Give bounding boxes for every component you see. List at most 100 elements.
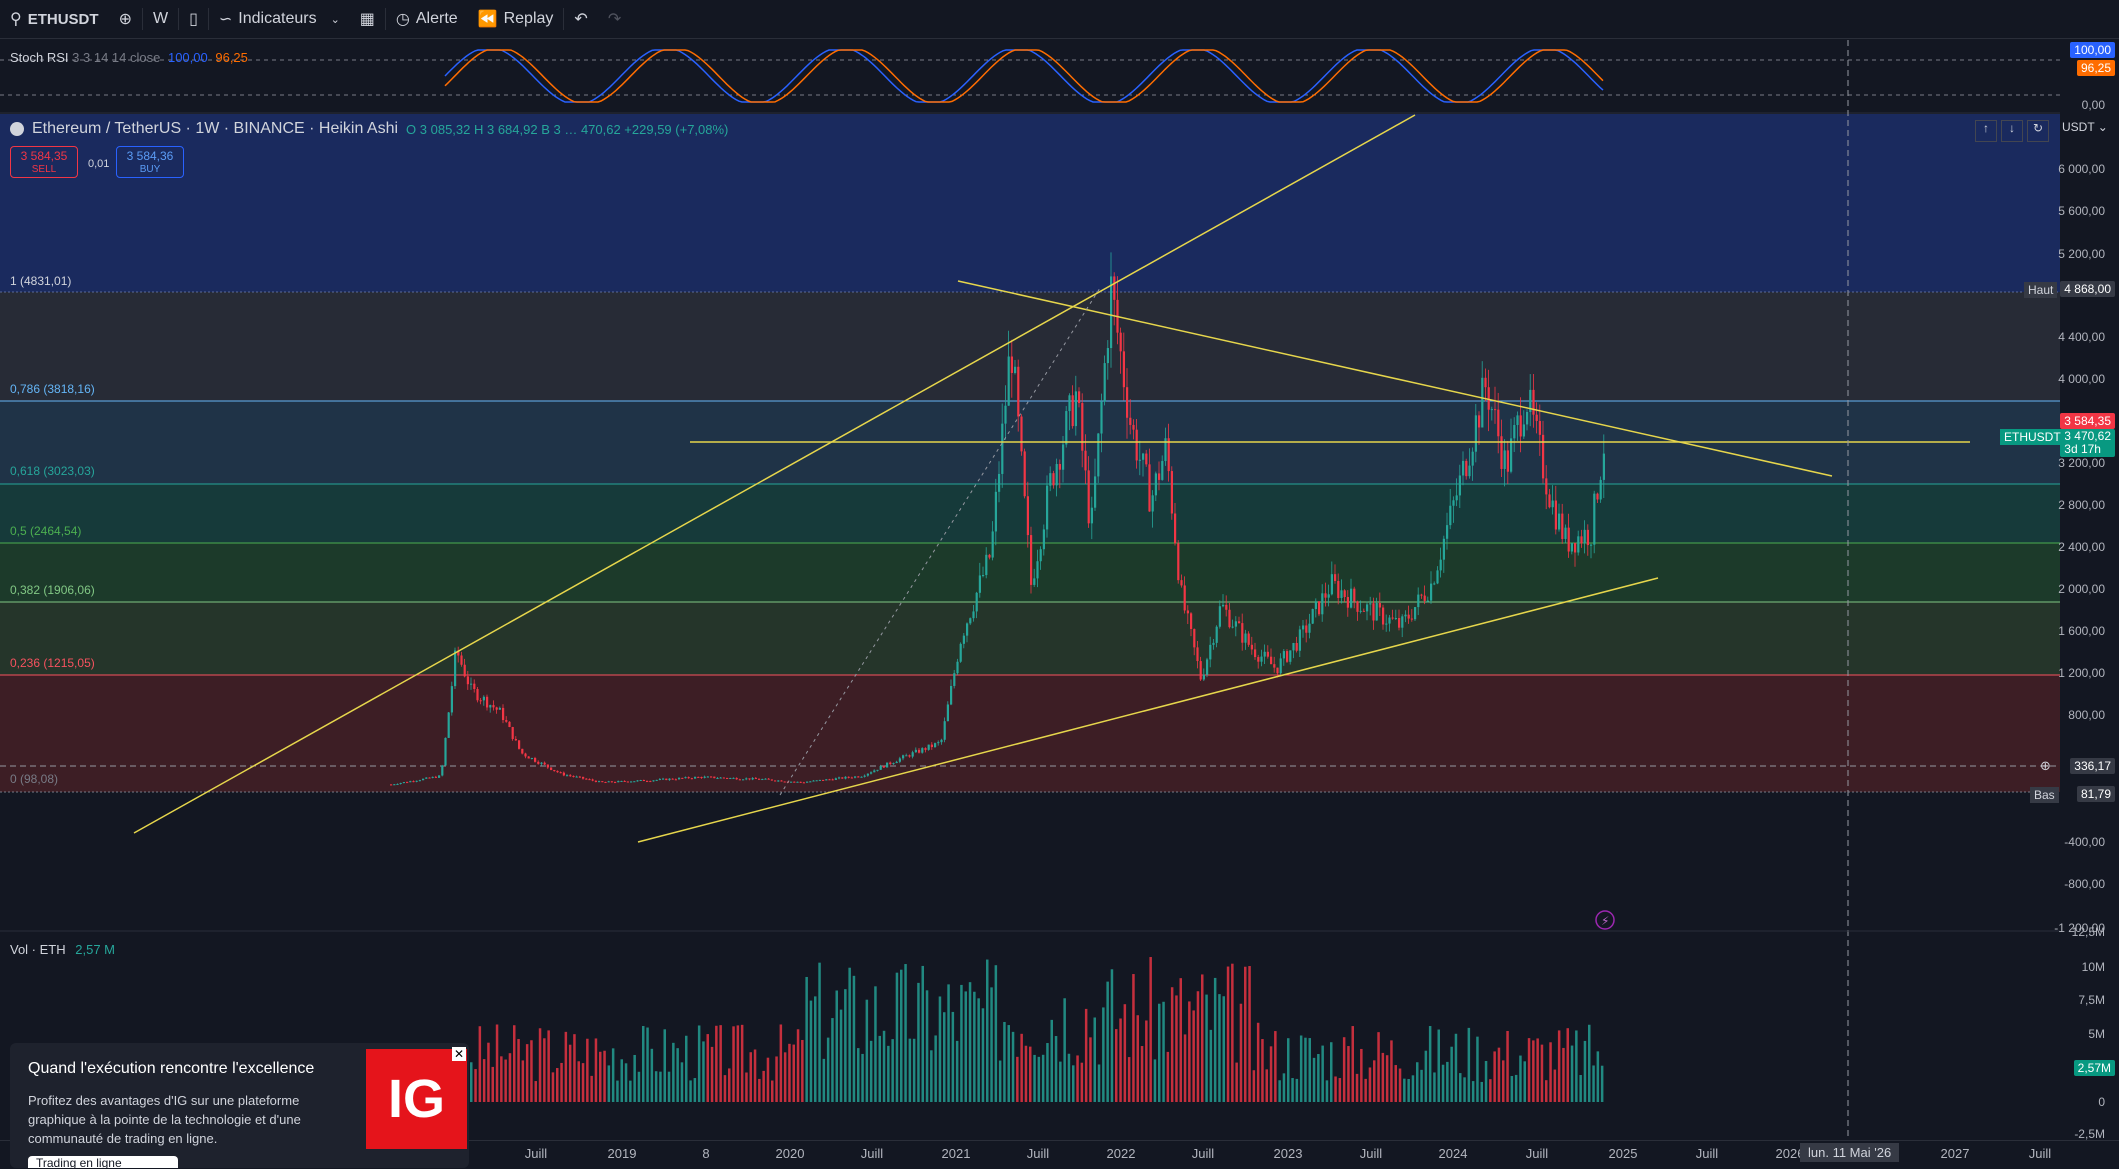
- price-label: 2 400,00: [2058, 540, 2105, 554]
- stoch-rsi-legend[interactable]: Stoch RSI 3 3 14 14 close 100,00 96,25: [10, 50, 248, 65]
- candle-body: [425, 777, 428, 779]
- candle-body: [1282, 651, 1285, 659]
- volume-bar: [667, 1071, 671, 1102]
- volume-bar: [1037, 1056, 1041, 1102]
- fib-label-0786: 0,786 (3818,16): [10, 382, 95, 396]
- candle-body: [1330, 574, 1333, 595]
- add-alert-icon[interactable]: ⊕: [2040, 758, 2051, 773]
- volume-bar: [478, 1026, 482, 1102]
- volume-bar: [1102, 1007, 1105, 1102]
- volume-bar: [1600, 1065, 1604, 1102]
- time-label: Juill: [1525, 1146, 1549, 1161]
- candle-body: [1244, 633, 1247, 643]
- volume-bar: [1016, 1056, 1019, 1102]
- candle-body: [1167, 438, 1170, 472]
- candle-body: [662, 778, 665, 780]
- volume-bar: [977, 998, 980, 1102]
- volume-bar: [1170, 987, 1174, 1102]
- candle-body: [1449, 505, 1452, 526]
- volume-bar: [1287, 1038, 1290, 1102]
- main-legend[interactable]: Ethereum / TetherUS · 1W · BINANCE · Hei…: [10, 120, 728, 138]
- candle-body: [684, 777, 687, 779]
- candle-body: [918, 749, 921, 753]
- candle-body: [444, 737, 447, 766]
- volume-bar: [1317, 1054, 1320, 1102]
- symbol-search[interactable]: ⚲ ETHUSDT: [0, 0, 109, 38]
- candle-body: [1529, 389, 1532, 412]
- volume-bar: [1342, 1037, 1346, 1102]
- volume-bar: [1532, 1040, 1535, 1102]
- candle-body: [969, 618, 972, 624]
- candle-body: [1228, 609, 1231, 628]
- candle-body: [1503, 450, 1506, 469]
- candle-body: [1590, 544, 1593, 546]
- price-scale[interactable]: 100,00 96,25 0,00: [2060, 40, 2119, 1140]
- templates-button[interactable]: ▦: [350, 0, 385, 38]
- undo-button[interactable]: ↶: [564, 0, 597, 38]
- volume-bar: [771, 1080, 774, 1102]
- sell-button[interactable]: 3 584,35 SELL: [10, 146, 78, 178]
- volume-bar: [1269, 1046, 1273, 1102]
- divider: [178, 8, 180, 30]
- volume-tag: 2,57M: [2073, 1060, 2115, 1076]
- price-label: 2 800,00: [2058, 498, 2105, 512]
- candle-body: [812, 780, 815, 782]
- arrow-up-button[interactable]: ↑: [1975, 120, 1997, 142]
- redo-button[interactable]: ↷: [598, 0, 631, 38]
- interval-button[interactable]: W: [143, 0, 178, 38]
- volume-bar: [1059, 1061, 1062, 1102]
- sell-label: SELL: [31, 164, 57, 175]
- volume-bar: [702, 1041, 705, 1102]
- volume-bar: [1484, 1060, 1488, 1102]
- indicators-button[interactable]: ∽ Indicateurs ⌄: [209, 0, 350, 38]
- volume-bar: [930, 1050, 933, 1102]
- candle-body: [1484, 377, 1487, 388]
- volume-bar: [1381, 1052, 1385, 1102]
- replay-button[interactable]: ⏪ Replay: [468, 0, 564, 38]
- ig-advertisement[interactable]: Quand l'exécution rencontre l'excellence…: [10, 1043, 469, 1168]
- volume-bar: [1235, 1062, 1238, 1102]
- ad-title: Quand l'exécution rencontre l'excellence: [28, 1060, 315, 1077]
- candle-body: [1068, 395, 1071, 412]
- candle-body: [1103, 363, 1106, 402]
- close-ad-icon[interactable]: ✕: [452, 1047, 466, 1061]
- ad-cta-button[interactable]: Trading en ligne: [28, 1156, 178, 1168]
- candle-body: [713, 776, 716, 779]
- reset-button[interactable]: ↻: [2027, 120, 2049, 142]
- candle-body: [678, 777, 681, 780]
- volume-bar: [1196, 991, 1200, 1102]
- price-label: -800,00: [2064, 877, 2105, 891]
- volume-bar: [1033, 1054, 1036, 1102]
- volume-bar: [1368, 1067, 1372, 1102]
- volume-legend[interactable]: Vol · ETH 2,57 M: [10, 942, 115, 957]
- volume-bar: [1067, 1053, 1071, 1102]
- alert-button[interactable]: ◷ Alerte: [386, 0, 468, 38]
- time-axis[interactable]: [0, 1140, 2119, 1169]
- chart-type-button[interactable]: ▯: [179, 0, 208, 38]
- volume-bar: [1261, 1039, 1264, 1102]
- arrow-down-button[interactable]: ↓: [2001, 120, 2023, 142]
- stoch-rsi-line: [444, 49, 1604, 103]
- compare-button[interactable]: ⊕: [109, 0, 142, 38]
- candle-body: [479, 700, 482, 702]
- price-label: 800,00: [2068, 708, 2105, 722]
- volume-bar: [474, 1069, 477, 1102]
- candle-body: [460, 655, 463, 665]
- candle-body: [1410, 618, 1413, 620]
- volume-bar: [1330, 1042, 1333, 1102]
- rsi-k-tag: 100,00: [2070, 42, 2115, 58]
- fib-label-0382: 0,382 (1906,06): [10, 583, 95, 597]
- currency-select[interactable]: USDT ⌄: [2062, 120, 2108, 134]
- low-label: Bas: [2030, 787, 2059, 803]
- candle-body: [1263, 651, 1266, 657]
- candle-body: [1030, 535, 1033, 585]
- buy-button[interactable]: 3 584,36 BUY: [116, 146, 184, 178]
- candle-body: [1462, 460, 1465, 476]
- candle-body: [1308, 623, 1311, 633]
- volume-bar: [745, 1072, 748, 1102]
- volume-title: Vol · ETH: [10, 942, 66, 957]
- candle-body: [1452, 500, 1455, 506]
- candle-body: [630, 781, 633, 783]
- candle-body: [866, 773, 869, 776]
